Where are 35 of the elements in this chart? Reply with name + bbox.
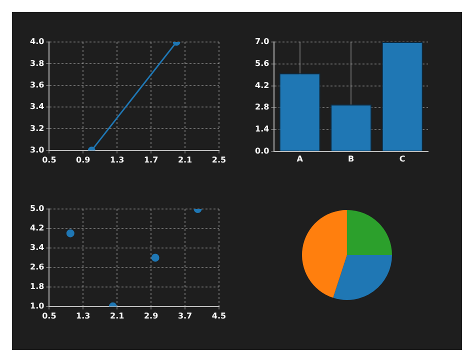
x-tick-label: 3.7 <box>178 311 192 320</box>
x-tick-label: 0.9 <box>76 155 91 164</box>
y-tick-label: 7.0 <box>255 37 270 46</box>
x-tick-label: 1.3 <box>76 311 90 320</box>
y-tick-label: 0.0 <box>255 146 270 156</box>
y-tick-label: 3.0 <box>30 145 45 154</box>
y-tick-label: 3.8 <box>30 58 45 68</box>
y-tick-label: 4.0 <box>30 37 45 46</box>
y-tick-label: 2.8 <box>255 102 270 112</box>
x-tick-label: 2.1 <box>110 311 125 320</box>
x-tick-label: 2.9 <box>144 311 159 320</box>
x-tick-label: A <box>296 154 304 164</box>
y-tick-label: 5.6 <box>255 58 270 68</box>
x-tick-label: B <box>348 154 354 164</box>
x-tick-label: 0.5 <box>42 311 57 320</box>
y-tick-label: 3.6 <box>30 80 45 90</box>
y-tick-label: 3.4 <box>30 102 45 112</box>
x-tick-label: 1.3 <box>110 155 124 164</box>
y-tick-label: 3.4 <box>30 243 45 252</box>
y-tick-label: 1.8 <box>30 282 45 291</box>
y-tick-label: 1.0 <box>30 301 45 310</box>
x-tick-label: 0.5 <box>42 155 57 164</box>
x-tick-label: 2.1 <box>178 155 193 164</box>
y-tick-label: 5.0 <box>30 204 45 214</box>
x-tick-label: C <box>399 154 406 164</box>
point <box>66 229 74 238</box>
y-tick-label: 2.6 <box>30 262 45 272</box>
y-tick-label: 3.2 <box>30 124 44 133</box>
point <box>151 254 160 262</box>
x-tick-label: 4.5 <box>212 311 227 320</box>
y-tick-label: 1.4 <box>255 124 270 134</box>
y-tick-label: 4.2 <box>255 80 270 90</box>
x-tick-label: 2.5 <box>212 155 227 164</box>
x-tick-label: 1.7 <box>144 155 158 164</box>
y-tick-label: 4.2 <box>30 224 44 233</box>
